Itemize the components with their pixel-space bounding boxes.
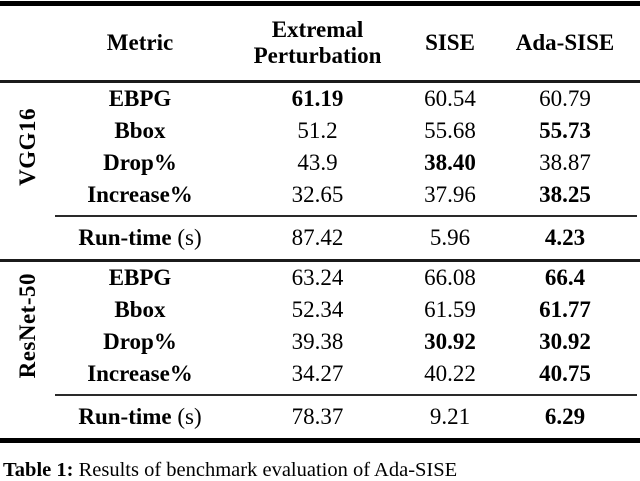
runtime-unit: (s)	[177, 225, 202, 250]
runtime-row: Run-time (s) 78.37 9.21 6.29	[0, 396, 640, 438]
caption-label: Table 1:	[3, 459, 74, 481]
metric-cell: Run-time (s)	[78, 404, 202, 429]
value-cell: 30.92	[539, 329, 591, 354]
value-cell: 61.59	[424, 297, 476, 322]
table-caption: Table 1: Results of benchmark evaluation…	[0, 458, 640, 481]
table-row: Increase% 32.65 37.96 38.25	[0, 179, 640, 211]
table-row: Increase% 34.27 40.22 40.75	[0, 358, 640, 390]
model-group-resnet50: ResNet-50 EBPG 63.24 66.08 66.4 Bbox 52.…	[0, 262, 640, 438]
value-cell: 63.24	[291, 265, 344, 290]
value-cell: 78.37	[291, 404, 344, 429]
table-row: EBPG 63.24 66.08 66.4	[0, 262, 640, 294]
metric-cell: Increase%	[87, 361, 193, 386]
value-cell: 52.34	[291, 297, 344, 322]
value-cell: 32.65	[291, 182, 344, 207]
table-row: Drop% 39.38 30.92 30.92	[0, 326, 640, 358]
model-label-vgg16: VGG16	[14, 108, 40, 186]
value-cell: 55.73	[539, 118, 591, 143]
value-cell: 38.40	[424, 150, 476, 175]
table-row: Bbox 51.2 55.68 55.73	[0, 115, 640, 147]
value-cell: 30.92	[424, 329, 476, 354]
value-cell: 6.29	[544, 404, 586, 429]
metric-cell: Run-time (s)	[78, 225, 202, 250]
metric-cell: Increase%	[87, 182, 193, 207]
runtime-row: Run-time (s) 87.42 5.96 4.23	[0, 217, 640, 259]
value-cell: 38.25	[539, 182, 591, 207]
value-cell: 61.19	[291, 86, 344, 111]
caption-text: Results of benchmark evaluation of Ada-S…	[78, 459, 458, 481]
value-cell: 40.22	[424, 361, 476, 386]
table-top-rule	[0, 1, 640, 6]
runtime-unit: (s)	[177, 404, 202, 429]
value-cell: 66.4	[544, 265, 586, 290]
value-cell: 40.75	[539, 361, 591, 386]
value-cell: 9.21	[429, 404, 471, 429]
metric-cell: Bbox	[114, 297, 166, 322]
metric-cell: Bbox	[114, 118, 166, 143]
value-cell: 61.77	[539, 297, 591, 322]
value-cell: 51.2	[297, 118, 338, 143]
value-cell: 66.08	[424, 265, 476, 290]
table-bottom-rule	[0, 438, 640, 443]
metric-cell: Drop%	[103, 150, 177, 175]
table-row: Bbox 52.34 61.59 61.77	[0, 294, 640, 326]
midrule	[55, 394, 637, 396]
value-cell: 38.87	[539, 150, 591, 175]
table-row: Drop% 43.9 38.40 38.87	[0, 147, 640, 179]
metric-cell: Drop%	[103, 329, 177, 354]
value-cell: 5.96	[429, 225, 471, 250]
value-cell: 87.42	[291, 225, 344, 250]
table-header-row: Metric Extremal Perturbation SISE Ada-SI…	[0, 6, 640, 80]
header-sise: SISE	[425, 30, 475, 56]
section-divider-rule	[0, 259, 640, 262]
header-extremal-perturbation: Extremal Perturbation	[253, 17, 382, 68]
midrule	[55, 215, 637, 217]
header-divider-rule	[0, 80, 640, 83]
value-cell: 43.9	[297, 150, 338, 175]
value-cell: 37.96	[424, 182, 476, 207]
value-cell: 60.79	[539, 86, 591, 111]
metric-cell: EBPG	[108, 86, 172, 111]
value-cell: 60.54	[424, 86, 476, 111]
model-group-vgg16: VGG16 EBPG 61.19 60.54 60.79 Bbox 51.2 5…	[0, 83, 640, 259]
table-row: EBPG 61.19 60.54 60.79	[0, 83, 640, 115]
value-cell: 4.23	[544, 225, 586, 250]
header-ada-sise: Ada-SISE	[515, 30, 615, 56]
value-cell: 55.68	[424, 118, 476, 143]
model-label-resnet50: ResNet-50	[14, 273, 40, 379]
metric-cell: EBPG	[108, 265, 172, 290]
value-cell: 39.38	[291, 329, 344, 354]
header-metric: Metric	[106, 30, 174, 56]
value-cell: 34.27	[291, 361, 344, 386]
